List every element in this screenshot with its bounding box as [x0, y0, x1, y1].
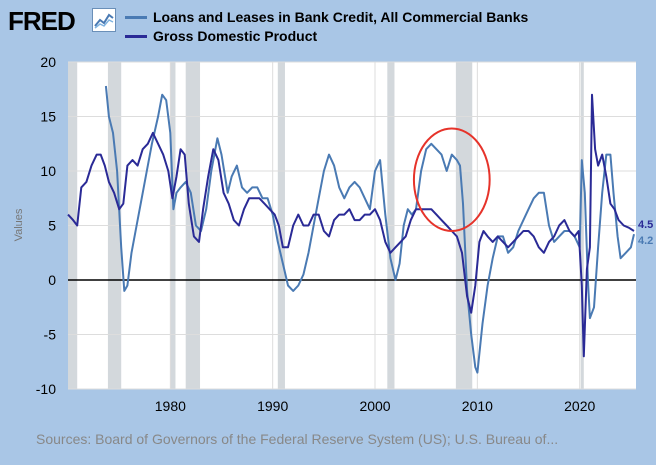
y-tick-label: -5 [44, 327, 57, 343]
y-tick-label: 5 [48, 218, 56, 234]
end-labels: 4.24.5 [638, 219, 653, 247]
fred-logo[interactable]: FRED [8, 6, 76, 36]
x-tick-label: 2020 [564, 398, 595, 414]
y-tick-labels: -10 -5 0 5 10 15 20 [36, 54, 56, 397]
x-tick-label: 1980 [155, 398, 186, 414]
legend-label-loans: Loans and Leases in Bank Credit, All Com… [153, 9, 529, 25]
line-chart-icon [92, 8, 116, 32]
loans-series-line[interactable] [104, 85, 635, 374]
y-tick-label: 10 [40, 163, 56, 179]
line-chart-icon-graphic [94, 13, 114, 29]
gdp-series-line[interactable] [67, 93, 635, 358]
source-note[interactable]: Sources: Board of Governors of the Feder… [36, 431, 559, 447]
legend: Loans and Leases in Bank Credit, All Com… [125, 8, 528, 46]
line-chart[interactable]: -10 -5 0 5 10 15 20 1980 1990 2000 2010 2020 Value… [0, 0, 656, 430]
x-tick-label: 2000 [359, 398, 390, 414]
legend-swatch-gdp [125, 35, 147, 38]
y-tick-label: 15 [40, 109, 56, 125]
legend-item-loans[interactable]: Loans and Leases in Bank Credit, All Com… [125, 8, 528, 27]
x-tick-labels: 1980 1990 2000 2010 2020 [155, 398, 596, 414]
x-tick-label: 1990 [257, 398, 288, 414]
legend-swatch-loans [125, 16, 147, 19]
legend-item-gdp[interactable]: Gross Domestic Product [125, 27, 528, 46]
x-tick-label: 2010 [462, 398, 493, 414]
gdp-end-label: 4.5 [638, 219, 653, 231]
y-axis-label: Values [13, 208, 25, 241]
y-tick-label: -10 [36, 381, 56, 397]
legend-label-gdp: Gross Domestic Product [153, 28, 318, 44]
loans-end-label: 4.2 [638, 235, 653, 247]
gridlines [68, 61, 636, 390]
y-tick-label: 0 [48, 272, 56, 288]
y-tick-label: 20 [40, 54, 56, 70]
annotation-circle [412, 127, 491, 232]
series-lines [67, 85, 635, 374]
